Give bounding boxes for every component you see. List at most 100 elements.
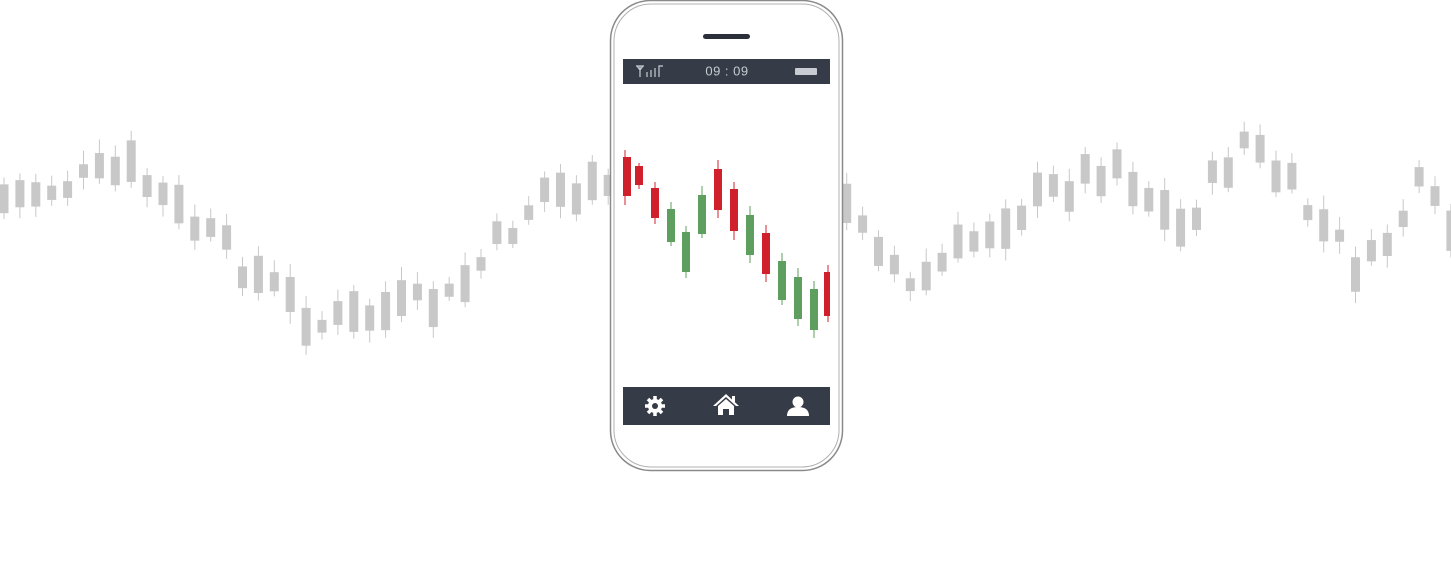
candle-body [508,227,518,245]
settings-icon[interactable] [645,396,665,416]
antenna [636,65,644,77]
candle-body [349,291,359,332]
candle-body [460,265,470,303]
candle-body [571,183,581,215]
candle-body [953,224,963,259]
candle-body [905,278,915,292]
candle-body [1160,190,1170,230]
candle-body [238,266,247,289]
candle-body [397,280,406,316]
candle-body [79,164,88,178]
candle-body [174,184,184,224]
candle-body [762,233,770,274]
candle-body [428,288,438,328]
candle-body [31,182,41,207]
candle-body [301,307,311,346]
candle-body [126,140,136,182]
candle-body [667,209,675,242]
candle-body [190,216,200,241]
candle-body [858,215,868,233]
candle-body [651,188,659,218]
candle-body [412,283,422,301]
candle-body [1366,240,1376,262]
signal-icon [636,65,663,77]
candle-body [1001,208,1011,249]
candle-body [1335,229,1345,242]
candle-body [1351,257,1360,292]
candle-body [1223,157,1233,188]
candle-body [587,161,597,201]
candle-body [810,289,818,330]
profile-icon[interactable] [787,396,809,417]
candle-body [937,252,947,272]
profile-head [792,396,804,408]
candle-body [365,305,375,331]
candle-body [1255,134,1265,163]
home-roof [713,394,739,406]
candle-body [524,205,534,220]
candle-body [556,172,565,207]
candle-body [381,291,391,331]
candle-body [1192,207,1201,230]
candle-body [1207,160,1217,183]
candle-body [969,231,979,252]
candle-body [492,221,502,244]
candle-body [1080,154,1090,184]
candle-body [1096,165,1106,197]
phone-inner-outline [613,3,840,468]
candle-body [603,174,613,197]
candle-body [1446,210,1451,251]
candle-body [714,169,722,210]
candle-body [540,177,550,203]
candle-body [1017,205,1027,230]
candle-body [874,236,883,266]
candle-body [63,181,73,198]
candle-body [1112,149,1122,179]
candle-body [985,221,995,249]
candle-body [1128,171,1138,207]
candle-body [921,261,931,291]
candle-body [206,218,216,237]
candle-body [15,180,25,208]
candle-body [1176,208,1186,247]
candle-body [1414,167,1424,187]
candle-body [1239,131,1249,149]
candle-body [778,261,786,300]
candle-body [285,277,295,313]
candle-body [94,153,104,179]
home-icon[interactable] [713,394,739,415]
candle-body [0,184,9,214]
candle-body [1287,162,1297,190]
candle-body [444,283,454,297]
candle-body [317,319,327,333]
speaker [703,34,750,39]
candle-body [682,232,690,272]
candle-body [269,272,279,292]
candle-body [1048,174,1058,197]
candle-body [1398,210,1408,227]
candle-body [222,225,232,250]
candle-body [794,277,802,319]
candle-body [110,156,120,186]
candle-body [476,257,486,271]
background-candles [0,121,1451,355]
home-body [718,399,734,415]
candle-body [1303,205,1313,221]
candle-body [824,272,830,316]
candle-body [253,255,263,293]
candle-body [47,185,57,200]
candle-body [1064,181,1074,212]
candle-body [333,301,343,325]
candle-body [1430,186,1440,206]
candle-body [158,182,168,206]
candle-body [730,189,738,231]
home-chimney [732,396,735,402]
profile-shoulders [787,407,809,416]
candle-body [635,166,643,185]
candle-body [1271,160,1281,193]
candle-body [698,195,706,234]
candle-body [889,254,899,275]
candle-body [142,175,152,198]
